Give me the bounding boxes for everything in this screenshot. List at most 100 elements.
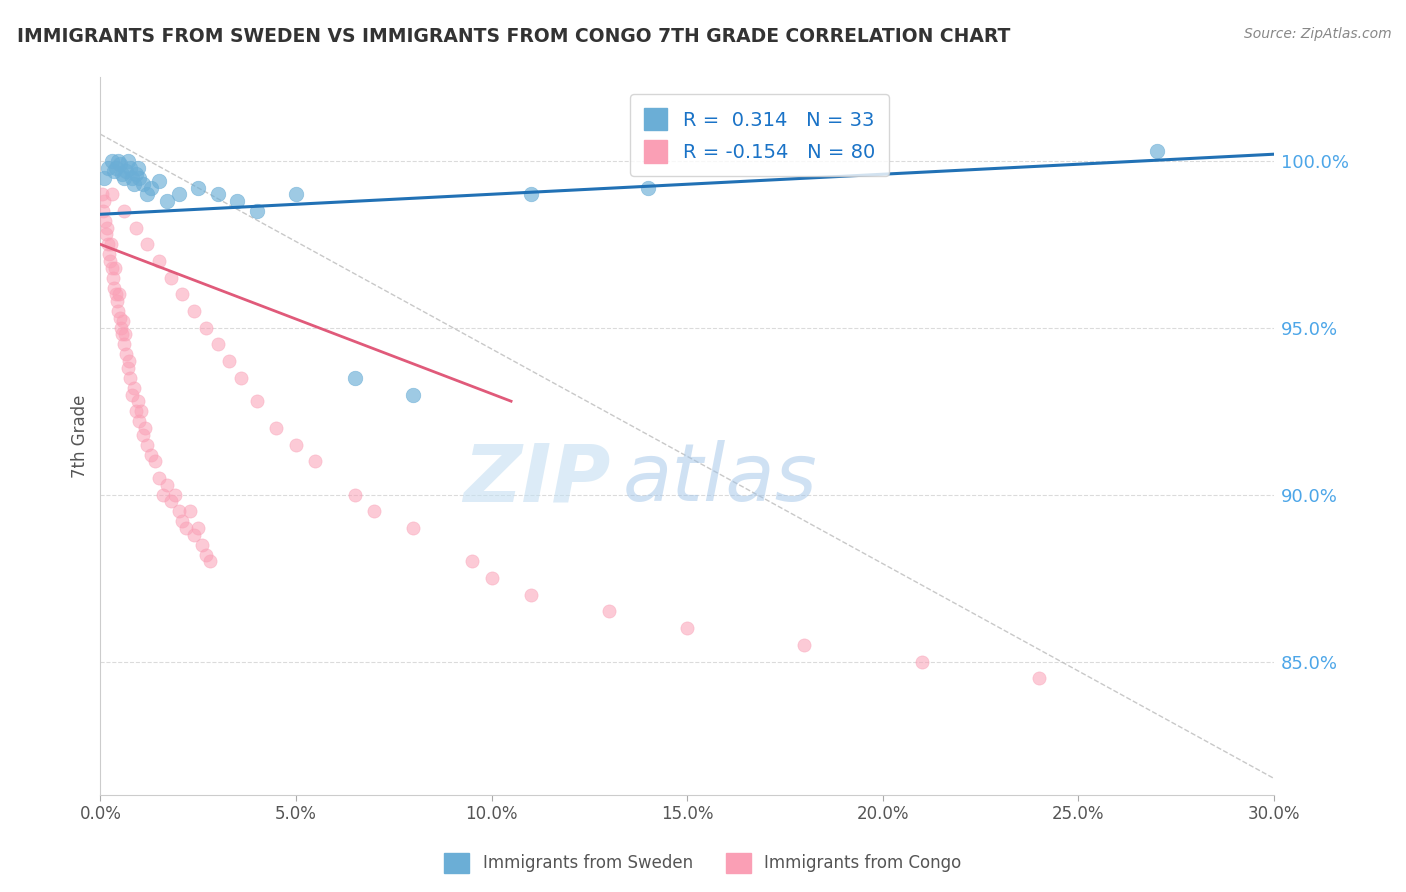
Point bbox=[114, 164, 136, 178]
Point bbox=[284, 437, 307, 451]
Point bbox=[179, 504, 201, 518]
Point bbox=[110, 320, 132, 334]
Point bbox=[141, 448, 163, 462]
Point bbox=[117, 153, 139, 168]
Point bbox=[152, 488, 174, 502]
Point bbox=[519, 588, 541, 602]
Point bbox=[159, 494, 181, 508]
Point bbox=[128, 170, 150, 185]
Point bbox=[402, 521, 425, 535]
Point bbox=[122, 381, 145, 395]
Text: IMMIGRANTS FROM SWEDEN VS IMMIGRANTS FROM CONGO 7TH GRADE CORRELATION CHART: IMMIGRANTS FROM SWEDEN VS IMMIGRANTS FRO… bbox=[17, 27, 1011, 45]
Point bbox=[108, 287, 131, 301]
Point bbox=[128, 414, 150, 428]
Point bbox=[114, 327, 136, 342]
Point bbox=[637, 180, 659, 194]
Point bbox=[461, 554, 484, 568]
Point bbox=[97, 161, 120, 175]
Point bbox=[187, 180, 209, 194]
Point bbox=[112, 337, 135, 351]
Point bbox=[136, 187, 159, 202]
Point bbox=[122, 178, 145, 192]
Point bbox=[114, 347, 136, 361]
Point bbox=[101, 187, 124, 202]
Point bbox=[246, 203, 269, 218]
Point bbox=[101, 260, 124, 275]
Point bbox=[1146, 144, 1168, 158]
Point bbox=[226, 194, 249, 208]
Point bbox=[104, 260, 127, 275]
Point bbox=[141, 180, 163, 194]
Point bbox=[121, 170, 143, 185]
Point bbox=[131, 404, 153, 418]
Point bbox=[176, 521, 198, 535]
Point bbox=[98, 254, 121, 268]
Point bbox=[100, 237, 122, 252]
Point bbox=[343, 488, 366, 502]
Point bbox=[93, 203, 115, 218]
Point bbox=[156, 194, 179, 208]
Point bbox=[172, 287, 194, 301]
Point bbox=[198, 554, 221, 568]
Point bbox=[676, 621, 699, 635]
Point bbox=[363, 504, 385, 518]
Point bbox=[112, 203, 135, 218]
Point bbox=[231, 371, 253, 385]
Point bbox=[127, 161, 149, 175]
Point bbox=[136, 237, 159, 252]
Point bbox=[117, 354, 139, 368]
Point bbox=[284, 187, 307, 202]
Point bbox=[136, 437, 159, 451]
Point bbox=[117, 360, 139, 375]
Point bbox=[107, 304, 129, 318]
Point bbox=[107, 153, 129, 168]
Point bbox=[93, 194, 115, 208]
Point bbox=[187, 521, 209, 535]
Point bbox=[96, 227, 118, 242]
Point bbox=[132, 427, 155, 442]
Legend: Immigrants from Sweden, Immigrants from Congo: Immigrants from Sweden, Immigrants from … bbox=[437, 847, 969, 880]
Point bbox=[207, 337, 229, 351]
Y-axis label: 7th Grade: 7th Grade bbox=[72, 394, 89, 478]
Point bbox=[124, 167, 146, 181]
Point bbox=[94, 214, 117, 228]
Point bbox=[218, 354, 240, 368]
Point bbox=[105, 161, 128, 175]
Point bbox=[105, 294, 128, 309]
Point bbox=[598, 605, 620, 619]
Point bbox=[148, 254, 170, 268]
Point bbox=[103, 164, 125, 178]
Point bbox=[132, 178, 155, 192]
Point bbox=[183, 304, 205, 318]
Point bbox=[246, 394, 269, 409]
Point bbox=[156, 477, 179, 491]
Point bbox=[111, 327, 134, 342]
Point bbox=[143, 454, 166, 468]
Point bbox=[112, 314, 135, 328]
Point bbox=[96, 220, 118, 235]
Point bbox=[124, 220, 146, 235]
Point bbox=[97, 237, 120, 252]
Point bbox=[121, 387, 143, 401]
Point bbox=[93, 170, 115, 185]
Point bbox=[101, 153, 124, 168]
Point bbox=[118, 371, 141, 385]
Point bbox=[194, 548, 217, 562]
Point bbox=[793, 638, 815, 652]
Point bbox=[118, 161, 141, 175]
Point bbox=[191, 538, 214, 552]
Point bbox=[134, 421, 156, 435]
Point bbox=[343, 371, 366, 385]
Text: ZIP: ZIP bbox=[464, 441, 610, 518]
Point bbox=[103, 281, 125, 295]
Point bbox=[167, 504, 190, 518]
Point bbox=[194, 320, 217, 334]
Point bbox=[481, 571, 503, 585]
Point bbox=[148, 471, 170, 485]
Point bbox=[207, 187, 229, 202]
Point bbox=[97, 247, 120, 261]
Point bbox=[163, 488, 186, 502]
Legend: R =  0.314   N = 33, R = -0.154   N = 80: R = 0.314 N = 33, R = -0.154 N = 80 bbox=[630, 95, 889, 177]
Point bbox=[91, 187, 114, 202]
Point bbox=[402, 387, 425, 401]
